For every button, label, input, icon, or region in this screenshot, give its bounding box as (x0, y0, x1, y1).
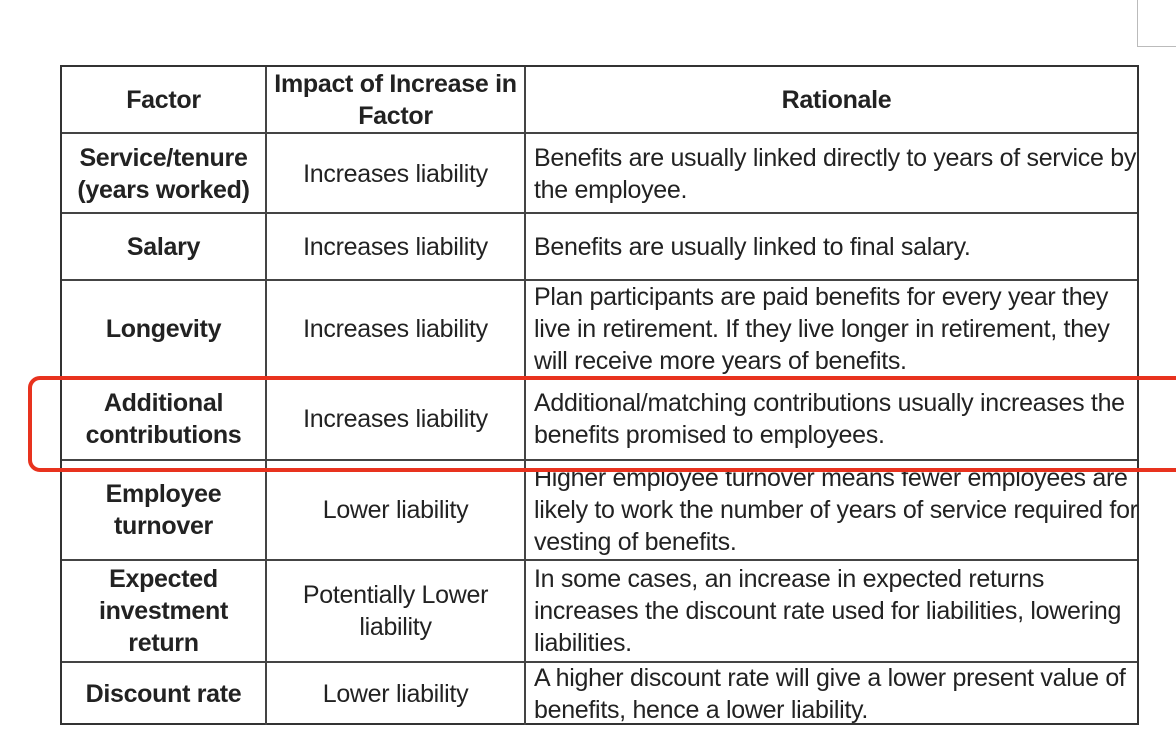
cell-rationale: Plan participants are paid benefits for … (524, 280, 1139, 377)
pension-factors-table: Factor Impact of Increase in Factor Rati… (60, 65, 1139, 725)
cell-impact: Potentially Lower liability (265, 560, 524, 662)
row-divider (62, 459, 1137, 461)
header-rationale: Rationale (524, 67, 1139, 133)
row-divider (62, 661, 1137, 663)
cell-impact: Increases liability (265, 280, 524, 377)
row-divider (62, 559, 1137, 561)
row-divider (62, 279, 1137, 281)
cell-factor: Service/tenure (years worked) (77, 143, 250, 204)
cell-rationale: Higher employee turnover means fewer emp… (524, 460, 1139, 560)
cell-impact: Lower liability (265, 460, 524, 560)
cell-factor: Expected investment return (99, 565, 228, 657)
highlight-box (28, 376, 1176, 472)
cell-impact: Increases liability (265, 377, 524, 460)
cell-factor: Longevity (105, 314, 222, 343)
cell-rationale: In some cases, an increase in expected r… (524, 560, 1139, 662)
cell-factor: Discount rate (85, 679, 242, 708)
cell-impact: Increases liability (265, 213, 524, 280)
cell-factor: Additional contributions (85, 388, 242, 449)
cell-factor: Employee turnover (105, 480, 222, 540)
cell-rationale: A higher discount rate will give a lower… (524, 662, 1139, 725)
cell-factor: Salary (126, 232, 201, 261)
window-corner-panel (1137, 0, 1176, 47)
cell-impact: Lower liability (265, 662, 524, 725)
header-factor: Factor (126, 86, 201, 114)
row-divider (62, 212, 1137, 214)
header-impact: Impact of Increase in Factor (265, 67, 524, 133)
cell-impact: Increases liability (265, 134, 524, 213)
row-divider (62, 132, 1137, 134)
cell-rationale: Additional/matching contributions usuall… (524, 377, 1139, 460)
cell-rationale: Benefits are usually linked to final sal… (524, 213, 1139, 280)
cell-rationale: Benefits are usually linked directly to … (524, 134, 1139, 213)
